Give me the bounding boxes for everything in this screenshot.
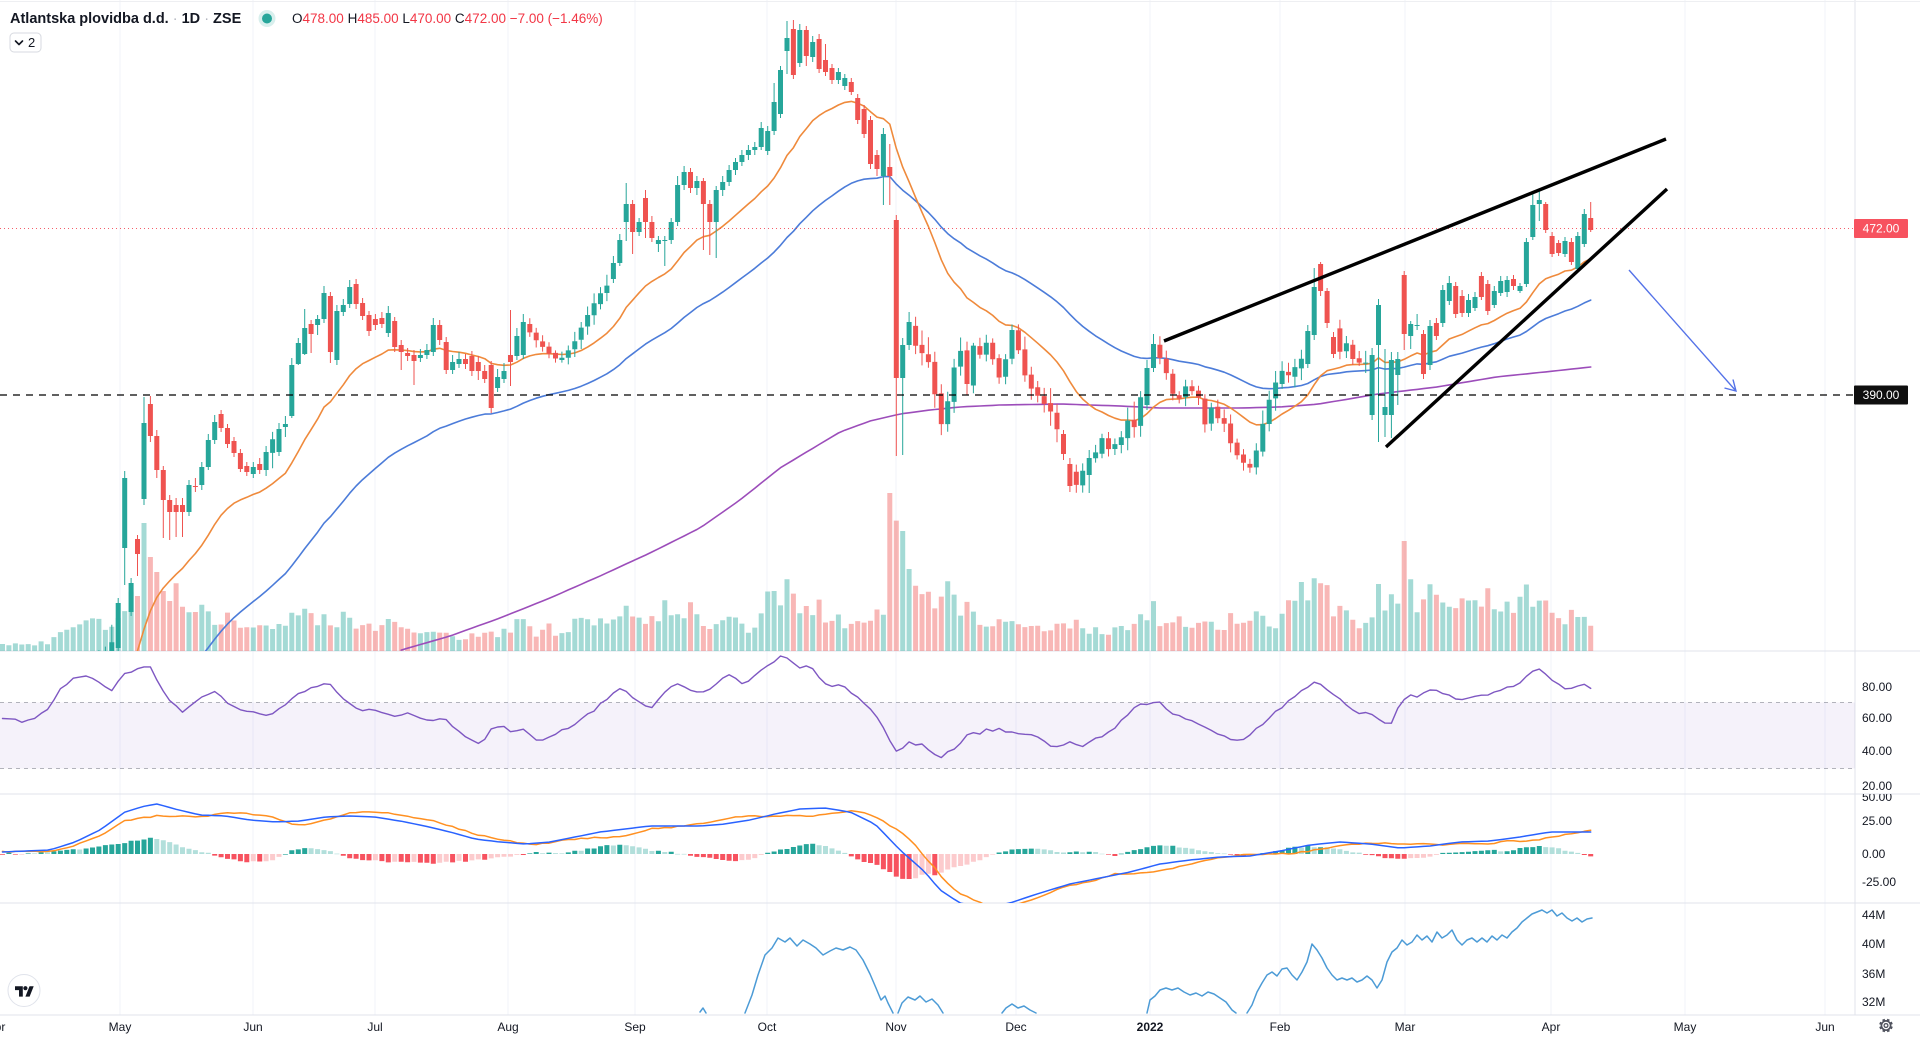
svg-text:Jul: Jul: [367, 1020, 382, 1034]
svg-text:May: May: [109, 1020, 132, 1034]
svg-text:Oct: Oct: [758, 1020, 777, 1034]
svg-text:May: May: [1674, 1020, 1697, 1034]
svg-text:60.00: 60.00: [1862, 711, 1892, 725]
svg-text:Nov: Nov: [885, 1020, 906, 1034]
svg-text:40.00: 40.00: [1862, 744, 1892, 758]
svg-text:Apr: Apr: [0, 1020, 5, 1034]
svg-text:Mar: Mar: [1395, 1020, 1416, 1034]
svg-text:472.00: 472.00: [1863, 222, 1900, 236]
svg-text:36M: 36M: [1862, 967, 1885, 981]
svg-text:20.00: 20.00: [1862, 779, 1892, 793]
svg-text:0.00: 0.00: [1862, 847, 1886, 861]
svg-text:Aug: Aug: [497, 1020, 518, 1034]
svg-text:25.00: 25.00: [1862, 814, 1892, 828]
svg-text:390.00: 390.00: [1863, 388, 1900, 402]
svg-text:O478.00 H485.00 L470.00 C472.0: O478.00 H485.00 L470.00 C472.00 −7.00 (−…: [292, 11, 603, 26]
svg-text:Jun: Jun: [1815, 1020, 1834, 1034]
svg-text:Feb: Feb: [1270, 1020, 1291, 1034]
svg-text:40M: 40M: [1862, 937, 1885, 951]
svg-text:Dec: Dec: [1005, 1020, 1026, 1034]
svg-text:2022: 2022: [1137, 1020, 1164, 1034]
svg-text:-25.00: -25.00: [1862, 875, 1896, 889]
svg-text:Atlantska plovidba d.d. · 1D ·: Atlantska plovidba d.d. · 1D · ZSE: [10, 11, 242, 27]
svg-text:50.00: 50.00: [1862, 790, 1892, 804]
svg-text:32M: 32M: [1862, 995, 1885, 1009]
svg-text:Sep: Sep: [624, 1020, 646, 1034]
svg-text:2: 2: [28, 35, 35, 50]
svg-text:Jun: Jun: [243, 1020, 262, 1034]
svg-text:44M: 44M: [1862, 908, 1885, 922]
svg-text:80.00: 80.00: [1862, 680, 1892, 694]
svg-text:Apr: Apr: [1542, 1020, 1561, 1034]
